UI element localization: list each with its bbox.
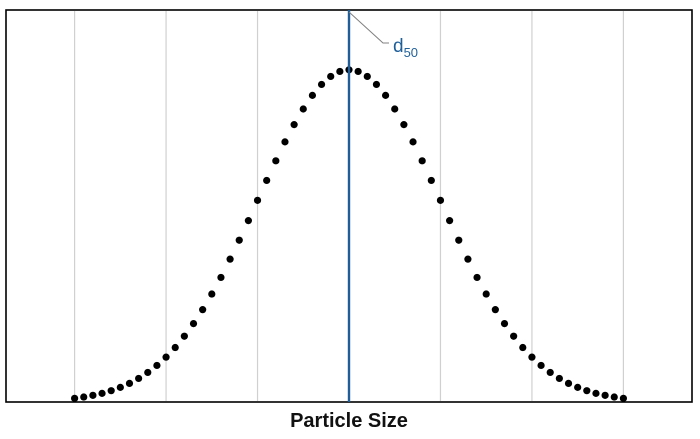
data-point: [71, 394, 79, 402]
data-point: [98, 389, 106, 397]
data-point: [299, 105, 307, 113]
data-point: [217, 273, 225, 282]
data-point: [116, 383, 124, 391]
data-point: [226, 255, 234, 263]
data-point: [464, 255, 472, 263]
data-point: [208, 290, 216, 298]
data-point: [455, 236, 463, 244]
data-point: [363, 72, 371, 81]
data-point: [263, 176, 271, 185]
data-point: [162, 353, 170, 361]
median-leader-line: [348, 11, 389, 44]
data-point: [409, 138, 417, 146]
data-point: [510, 332, 518, 340]
data-point: [592, 389, 600, 397]
data-point: [583, 387, 591, 395]
data-point: [446, 217, 454, 225]
data-point: [391, 105, 399, 113]
data-point: [519, 343, 527, 352]
data-point: [272, 157, 280, 165]
data-point: [290, 121, 298, 129]
data-point: [528, 353, 536, 361]
data-point: [244, 217, 252, 225]
median-marker: d50: [347, 10, 418, 402]
data-point: [546, 368, 554, 377]
data-point: [619, 394, 628, 402]
data-point: [601, 391, 609, 399]
data-point: [372, 80, 381, 89]
data-point: [80, 393, 88, 401]
data-point: [327, 72, 335, 81]
median-label: d50: [393, 36, 418, 60]
data-point: [107, 387, 115, 395]
data-point: [400, 121, 408, 129]
data-point: [482, 290, 490, 298]
data-point: [144, 368, 152, 377]
gridlines: [73, 11, 625, 401]
data-point: [125, 379, 134, 387]
data-point: [436, 196, 445, 204]
data-point: [281, 138, 289, 146]
data-point: [336, 67, 344, 76]
data-point: [153, 361, 161, 370]
data-point: [564, 379, 573, 387]
data-point: [491, 306, 499, 314]
data-point: [253, 196, 262, 204]
data-point: [381, 91, 390, 99]
data-point: [189, 320, 198, 328]
data-point: [574, 383, 582, 391]
data-point: [473, 273, 481, 282]
data-point: [354, 67, 362, 76]
data-point: [135, 374, 143, 383]
data-point: [555, 374, 563, 383]
data-point: [427, 176, 435, 185]
data-point: [308, 91, 317, 99]
x-axis-label: Particle Size: [290, 410, 408, 432]
data-point: [317, 80, 326, 89]
data-point: [180, 332, 188, 340]
data-point: [171, 343, 179, 352]
data-point: [537, 361, 545, 370]
data-points: [71, 66, 628, 402]
data-point: [199, 306, 207, 314]
data-point: [418, 157, 426, 165]
data-point: [500, 320, 509, 328]
data-point: [235, 236, 243, 244]
data-point: [610, 393, 618, 401]
data-point: [89, 391, 97, 399]
